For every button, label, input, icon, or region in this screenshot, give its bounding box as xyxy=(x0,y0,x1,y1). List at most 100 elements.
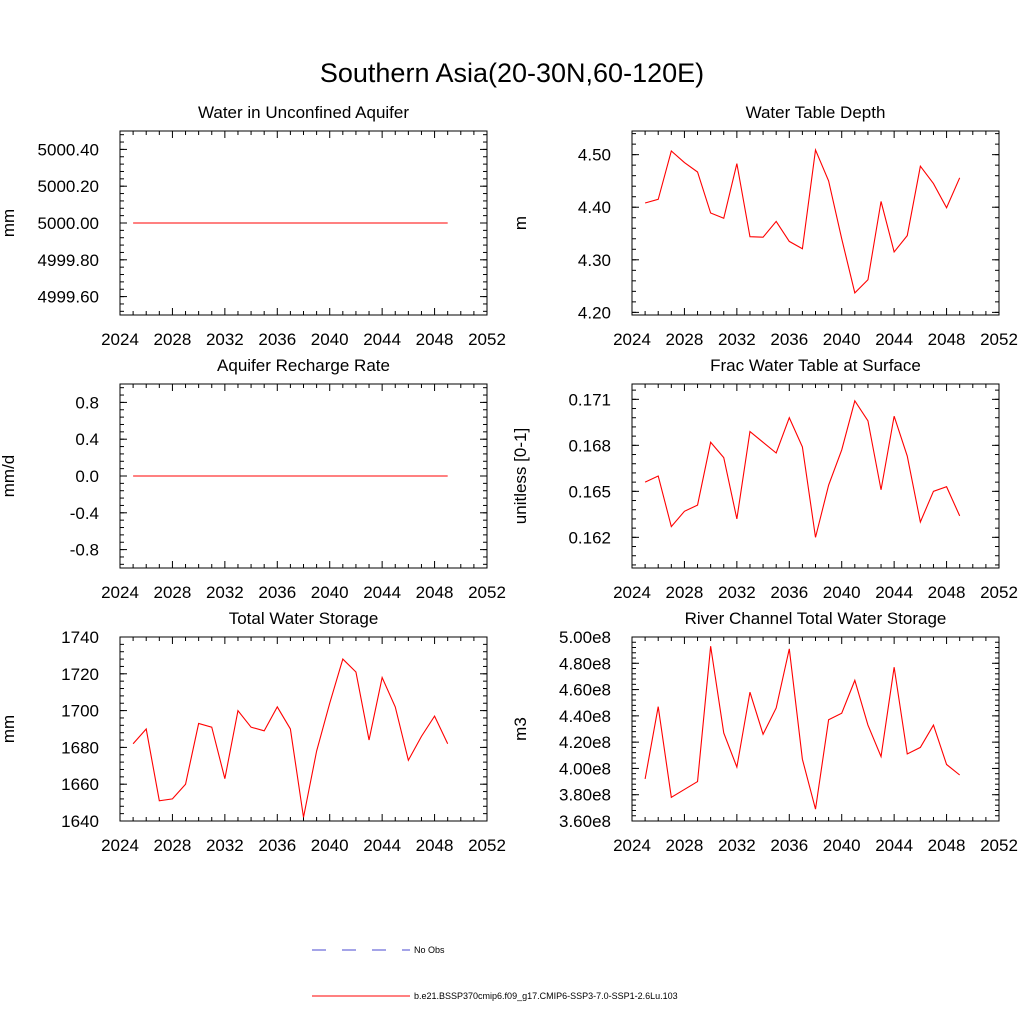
x-tick-label: 2040 xyxy=(311,583,349,602)
y-axis-label: mm/d xyxy=(0,455,18,498)
y-tick-label: 0.168 xyxy=(568,436,611,455)
y-tick-label: 4999.60 xyxy=(38,288,99,307)
x-tick-label: 2032 xyxy=(206,330,244,349)
x-tick-label: 2036 xyxy=(770,330,808,349)
chart-title: River Channel Total Water Storage xyxy=(685,609,947,628)
x-tick-label: 2048 xyxy=(416,583,454,602)
y-tick-label: 4.40e8 xyxy=(559,707,611,726)
plot-frame xyxy=(631,130,1000,316)
y-tick-label: 4.80e8 xyxy=(559,654,611,673)
x-tick-label: 2044 xyxy=(363,836,401,855)
x-tick-label: 2048 xyxy=(928,330,966,349)
x-tick-label: 2044 xyxy=(363,583,401,602)
y-axis-label: m3 xyxy=(511,717,530,741)
chart-title: Water in Unconfined Aquifer xyxy=(198,103,409,122)
chart-title: Aquifer Recharge Rate xyxy=(217,356,390,375)
x-tick-label: 2024 xyxy=(101,330,139,349)
y-tick-label: 0.8 xyxy=(75,393,99,412)
x-tick-label: 2036 xyxy=(258,583,296,602)
x-tick-label: 2032 xyxy=(206,583,244,602)
x-tick-label: 2048 xyxy=(416,330,454,349)
x-tick-label: 2032 xyxy=(718,330,756,349)
plot-frame xyxy=(631,636,1000,822)
x-tick-label: 2040 xyxy=(311,836,349,855)
x-tick-label: 2024 xyxy=(101,583,139,602)
x-tick-label: 2024 xyxy=(613,836,651,855)
chart-panel-2: Water Table Depth m 2024 2028 2032 2036 2040 20… xyxy=(511,103,1018,349)
chart-title: Total Water Storage xyxy=(229,609,379,628)
x-tick-label: 2032 xyxy=(718,583,756,602)
legend: No Obs b.e21.BSSP370cmip6.f09_g17.CMIP6-… xyxy=(312,945,678,1001)
x-tick-label: 2028 xyxy=(154,583,192,602)
series-line xyxy=(132,658,449,818)
x-tick-label: 2048 xyxy=(928,836,966,855)
x-tick-label: 2052 xyxy=(468,330,506,349)
y-tick-label: 5000.40 xyxy=(38,140,99,159)
x-tick-label: 2028 xyxy=(666,583,704,602)
series-line xyxy=(644,646,961,810)
y-tick-label: 5000.00 xyxy=(38,214,99,233)
y-tick-label: 0.0 xyxy=(75,467,99,486)
x-tick-label: 2036 xyxy=(258,330,296,349)
x-tick-label: 2024 xyxy=(613,583,651,602)
x-tick-label: 2052 xyxy=(468,836,506,855)
x-tick-label: 2052 xyxy=(468,583,506,602)
y-tick-label: 1700 xyxy=(61,702,99,721)
plot-frame xyxy=(631,383,1000,569)
chart-panel-4: Frac Water Table at Surface unitless [0-1… xyxy=(511,356,1018,602)
x-tick-label: 2028 xyxy=(666,330,704,349)
x-tick-label: 2036 xyxy=(770,836,808,855)
x-tick-label: 2036 xyxy=(770,583,808,602)
plot-frame xyxy=(119,636,488,822)
y-tick-label: 3.60e8 xyxy=(559,812,611,831)
x-tick-label: 2040 xyxy=(311,330,349,349)
y-tick-label: 4.20e8 xyxy=(559,733,611,752)
chart-title: Frac Water Table at Surface xyxy=(710,356,921,375)
y-tick-label: 4.40 xyxy=(578,198,611,217)
y-tick-label: 4.00e8 xyxy=(559,759,611,778)
x-tick-label: 2028 xyxy=(154,330,192,349)
x-tick-label: 2032 xyxy=(718,836,756,855)
x-tick-label: 2028 xyxy=(154,836,192,855)
x-tick-label: 2052 xyxy=(980,330,1018,349)
x-tick-label: 2040 xyxy=(823,836,861,855)
x-tick-label: 2048 xyxy=(416,836,454,855)
y-tick-label: 1640 xyxy=(61,812,99,831)
y-tick-label: 4.30 xyxy=(578,251,611,270)
y-tick-label: 1680 xyxy=(61,738,99,757)
x-tick-label: 2032 xyxy=(206,836,244,855)
y-axis-label: mm xyxy=(0,715,18,743)
x-tick-label: 2052 xyxy=(980,583,1018,602)
x-tick-label: 2036 xyxy=(258,836,296,855)
y-tick-label: 1660 xyxy=(61,775,99,794)
y-axis-label: mm xyxy=(0,209,18,237)
y-tick-label: 4.20 xyxy=(578,303,611,322)
chart-panel-1: Water in Unconfined Aquifer mm 2024 2028 203… xyxy=(0,103,506,349)
y-tick-label: 5000.20 xyxy=(38,177,99,196)
y-axis-label: m xyxy=(511,216,530,230)
y-tick-label: 0.171 xyxy=(568,390,611,409)
x-tick-label: 2044 xyxy=(875,836,913,855)
chart-panel-3: Aquifer Recharge Rate mm/d 2024 2028 2032 203… xyxy=(0,356,506,602)
legend-model-label: b.e21.BSSP370cmip6.f09_g17.CMIP6-SSP3-7.… xyxy=(414,991,678,1001)
y-tick-label: 0.162 xyxy=(568,528,611,547)
y-tick-label: 0.4 xyxy=(75,430,99,449)
y-tick-label: -0.8 xyxy=(70,541,99,560)
y-tick-label: 0.165 xyxy=(568,482,611,501)
x-tick-label: 2040 xyxy=(823,330,861,349)
series-line xyxy=(644,399,961,538)
y-tick-label: 3.80e8 xyxy=(559,786,611,805)
chart-title: Water Table Depth xyxy=(746,103,886,122)
x-tick-label: 2044 xyxy=(363,330,401,349)
x-tick-label: 2024 xyxy=(101,836,139,855)
chart-panel-6: River Channel Total Water Storage m3 2024 2… xyxy=(511,609,1018,855)
x-tick-label: 2044 xyxy=(875,583,913,602)
x-tick-label: 2044 xyxy=(875,330,913,349)
y-tick-label: 4999.80 xyxy=(38,251,99,270)
y-tick-label: -0.4 xyxy=(70,504,99,523)
y-axis-label: unitless [0-1] xyxy=(511,428,530,524)
x-tick-label: 2052 xyxy=(980,836,1018,855)
y-tick-label: 4.60e8 xyxy=(559,681,611,700)
x-tick-label: 2048 xyxy=(928,583,966,602)
